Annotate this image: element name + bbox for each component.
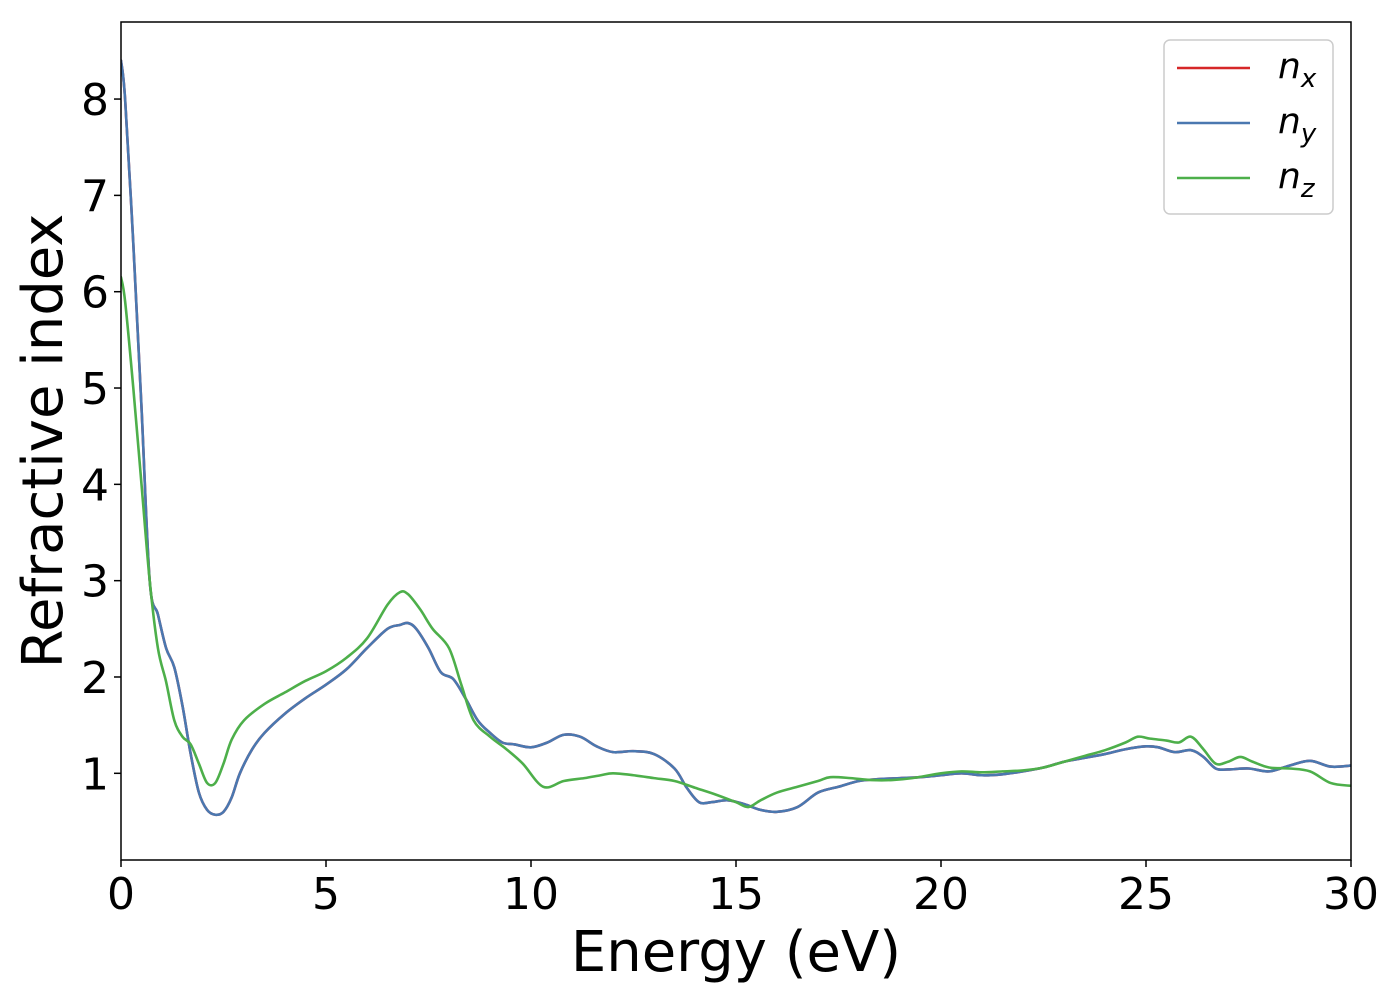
y-tick-label: 2 <box>81 653 109 704</box>
legend-label-subscript: x <box>1300 64 1317 94</box>
x-tick-label: 30 <box>1323 869 1379 920</box>
y-tick-label: 4 <box>81 460 109 511</box>
y-tick-label: 3 <box>81 557 109 608</box>
y-tick-label: 6 <box>81 268 109 319</box>
legend-label-subscript: z <box>1300 174 1316 204</box>
series-line-nz <box>121 275 1351 809</box>
legend-box <box>1163 39 1334 215</box>
series-line-ny <box>121 59 1351 817</box>
x-tick-label: 15 <box>708 869 764 920</box>
x-axis-label: Energy (eV) <box>571 920 901 985</box>
legend-label-main: n <box>1278 46 1301 87</box>
legend-label-ny: ny <box>1278 101 1317 149</box>
legend-label-main: n <box>1278 156 1301 197</box>
legend-label-subscript: y <box>1300 119 1317 149</box>
legend-label-main: n <box>1278 101 1301 142</box>
x-tick-label: 0 <box>107 869 135 920</box>
y-tick-label: 8 <box>81 75 109 126</box>
x-tick-label: 5 <box>312 869 340 920</box>
legend-label-nz: nz <box>1278 156 1316 204</box>
y-axis-label: Refractive index <box>11 214 76 669</box>
x-tick-label: 20 <box>913 869 969 920</box>
x-tick-label: 10 <box>503 869 559 920</box>
x-tick-label: 25 <box>1118 869 1174 920</box>
y-tick-label: 5 <box>81 364 109 415</box>
y-tick-label: 7 <box>81 171 109 222</box>
legend-label-nx: nx <box>1278 46 1317 94</box>
y-tick-label: 1 <box>81 749 109 800</box>
